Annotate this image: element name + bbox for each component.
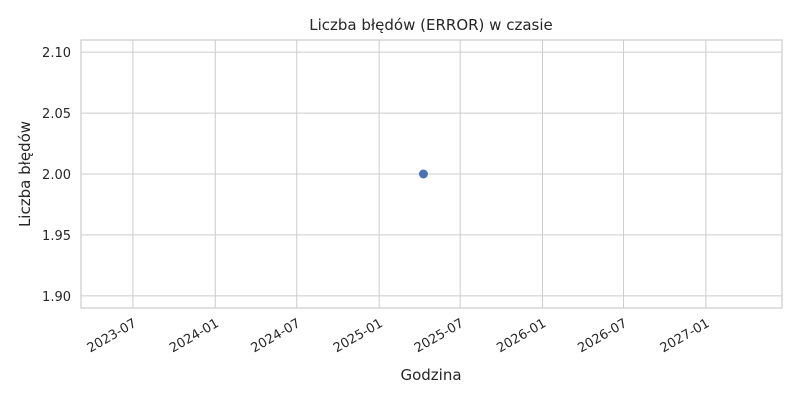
x-tick-label: 2023-07: [85, 316, 140, 356]
y-tick-label: 1.95: [42, 229, 71, 244]
y-tick-label: 1.90: [42, 290, 71, 305]
y-axis-label: Liczba błędów: [16, 121, 34, 227]
x-tick-label: 2025-07: [412, 316, 467, 356]
y-gridlines: [81, 51, 782, 297]
x-tick-label: 2025-01: [331, 316, 386, 356]
y-tick-labels: 1.90 1.95 2.00 2.05 2.10: [42, 46, 71, 305]
data-points: [418, 169, 428, 179]
chart-title: Liczba błędów (ERROR) w czasie: [309, 16, 552, 34]
x-tick-labels: 2023-07 2024-01 2024-07 2025-01 2025-07 2026-…: [85, 316, 713, 356]
x-tick-label: 2024-07: [249, 316, 304, 356]
x-tick-label: 2024-01: [167, 316, 222, 356]
y-tick-label: 2.05: [42, 107, 71, 122]
data-point: [418, 169, 428, 179]
x-tick-label: 2026-07: [575, 316, 630, 356]
x-axis-label: Godzina: [400, 366, 461, 384]
x-tick-label: 2027-01: [658, 316, 713, 356]
x-tick-label: 2026-01: [494, 316, 549, 356]
y-tick-label: 2.10: [42, 46, 71, 61]
y-tick-label: 2.00: [42, 168, 71, 183]
